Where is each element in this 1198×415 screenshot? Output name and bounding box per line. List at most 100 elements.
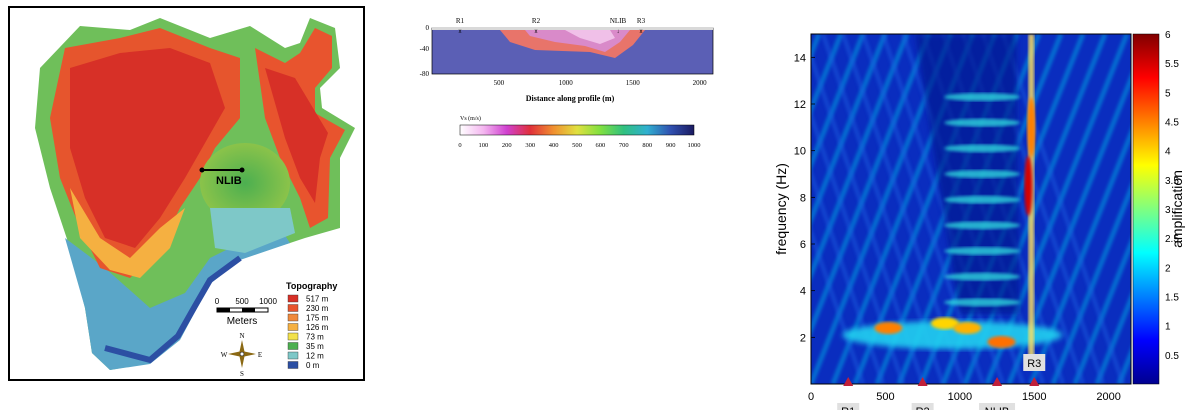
profile-x-tick: 1000: [559, 79, 574, 87]
profile-x-tick: 1500: [626, 79, 641, 87]
topography-map: NLIB 0 500 1000 Meters N S E W Topograph…: [35, 18, 355, 378]
scale-unit: Meters: [227, 316, 258, 327]
colorbar-tick: 1: [1165, 322, 1171, 333]
interference-band: [1001, 34, 1125, 384]
legend-swatch: [287, 351, 299, 360]
legend-swatch: [287, 332, 299, 341]
x-tick-label: 0: [808, 391, 814, 403]
station-label: R1: [841, 406, 855, 410]
colorbar-tick: 3: [1165, 205, 1171, 216]
fringe-band: [944, 93, 1021, 101]
shoreline: [104, 255, 242, 364]
amplification-colorbar: [1132, 33, 1160, 385]
profile-xlabel: Distance along profile (m): [526, 94, 615, 103]
vs-colorbar-tick: 600: [596, 142, 606, 149]
heatmap-hotspots: [874, 97, 1036, 348]
vs-colorbar-tick: 900: [666, 142, 676, 149]
interference-band: [1185, 34, 1190, 384]
y-tick-label: 14: [794, 52, 806, 64]
vs-colorbar-tick: 300: [525, 142, 535, 149]
profile-station-marker: ↓: [617, 29, 620, 35]
profile-y-tick-0: 0: [426, 24, 430, 32]
legend-label: 230 m: [306, 304, 329, 313]
y-tick-label: 4: [800, 286, 806, 298]
colorbar-tick: 5.5: [1165, 59, 1179, 70]
scale-bar-fill: [217, 308, 230, 312]
vs-colorbar-title: Vs (m/s): [460, 115, 481, 122]
fringe-band: [944, 144, 1021, 153]
amplification-hotspot: [987, 336, 1016, 348]
heatmap-field: [811, 34, 1190, 384]
y-tick-label: 10: [794, 146, 806, 158]
profile-y-tick-80: -80: [420, 70, 430, 78]
x-tick-label: 2000: [1096, 391, 1120, 403]
topography-map-panel: NLIB 0 500 1000 Meters N S E W Topograph…: [8, 6, 365, 381]
profile-station-marker: x: [640, 29, 643, 35]
interference-band: [811, 34, 932, 336]
vs-colorbar-tick: 700: [619, 142, 629, 149]
y-tick-label: 8: [800, 192, 806, 204]
amplification-hotspot: [930, 317, 959, 330]
colorbar-label: amplification: [1169, 170, 1185, 248]
profile-y-tick-40: -40: [420, 45, 430, 53]
y-tick-label: 12: [794, 99, 806, 111]
compass-w: W: [221, 351, 228, 359]
station-label-box: [1023, 354, 1046, 371]
plot-frame: [810, 33, 1132, 385]
highland-east-inner: [265, 68, 328, 203]
highland-transition: [70, 188, 185, 278]
legend-swatch: [287, 323, 299, 331]
y-axis-ticks: 2 4 6 8 10 12 14: [794, 52, 815, 344]
sediment-layer-core: [565, 30, 615, 44]
profile-station-label: R2: [532, 17, 541, 25]
vs-colorbar-tick: 0: [458, 142, 461, 149]
central-basin: [200, 143, 290, 223]
interference-band: [1072, 237, 1131, 384]
compass-n: N: [239, 332, 244, 340]
colorbar-tick: 0.5: [1165, 351, 1179, 362]
vs-colorbar-tick: 800: [642, 142, 652, 149]
legend-swatch: [287, 294, 299, 303]
y-axis-label: frequency (Hz): [773, 163, 789, 255]
station-label: R3: [1027, 358, 1041, 370]
amplification-hotspot: [1027, 97, 1036, 158]
colorbar-tick: 4: [1165, 147, 1171, 158]
profile-station-marker: x: [535, 29, 538, 35]
interference-band: [1028, 127, 1131, 384]
legend-swatch: [287, 361, 299, 369]
interference-band: [811, 34, 866, 171]
station-label: NLIB: [985, 406, 1009, 410]
vs-colorbar-tick: 200: [502, 142, 512, 149]
legend-label: 175 m: [306, 314, 329, 323]
station-marker-icon: [1029, 377, 1040, 386]
interference-band: [1094, 292, 1131, 384]
profile-end-west: [199, 167, 205, 173]
x-tick-label: 1000: [948, 391, 972, 403]
legend-swatch: [287, 313, 299, 322]
legend-swatch: [287, 304, 299, 312]
compass-e: E: [258, 351, 262, 359]
colorbar-tick: 2: [1165, 263, 1171, 274]
profile-station-marker: x: [459, 29, 462, 35]
velocity-profile: 0 -40 -80 500 1000 1500 2000 R1xR2xNLIB↓R3x…: [420, 17, 714, 149]
colorbar-tick: 3.5: [1165, 176, 1179, 187]
y-tick-label: 6: [800, 239, 806, 251]
x-tick-label: 1500: [1022, 391, 1046, 403]
interference-band: [1050, 182, 1131, 384]
profile-x-tick: 500: [494, 79, 505, 87]
vs-colorbar-tick: 500: [572, 142, 582, 149]
x-tick-label: 500: [876, 391, 894, 403]
y-tick-label: 2: [800, 332, 806, 344]
legend-label: 35 m: [306, 342, 324, 351]
fringe-band: [944, 195, 1021, 204]
colorbar-ticks: 0.5 1 1.5 2 2.5 3 3.5 4 4.5 5 5.5 6: [1165, 30, 1179, 362]
colorbar-tick: 2.5: [1165, 234, 1179, 245]
fringe-band: [944, 118, 1021, 127]
fringe-band: [944, 170, 1021, 178]
fringe-band: [944, 247, 1021, 255]
station-label-nlib: NLIB: [216, 175, 242, 187]
fringe-band: [944, 298, 1021, 307]
velocity-profile-panel: 0 -40 -80 500 1000 1500 2000 R1 x R2 x NLIB ↓ R3 x…: [405, 10, 725, 160]
station-marker-icon: [917, 377, 928, 386]
